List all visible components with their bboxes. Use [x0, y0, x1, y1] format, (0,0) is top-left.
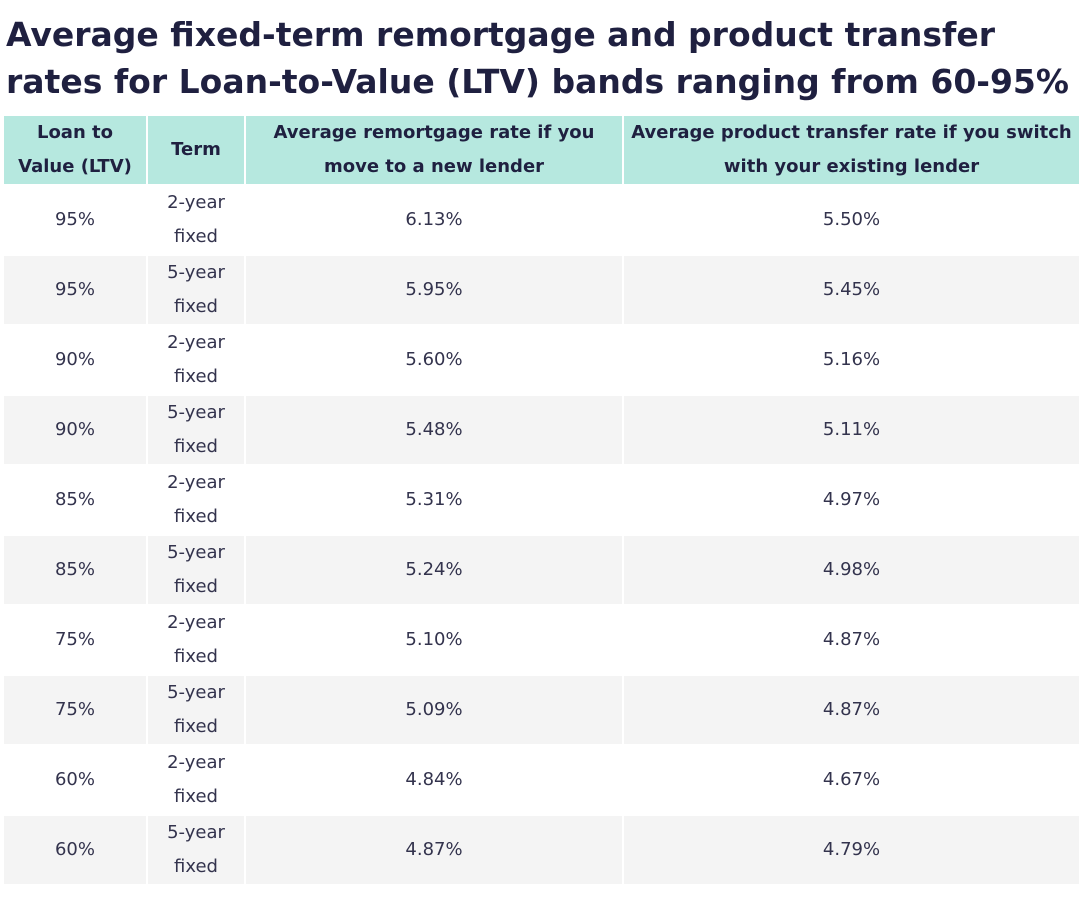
term-cell: 5-year fixed: [148, 816, 244, 884]
term-cell: 5-year fixed: [148, 396, 244, 464]
remortgage-rate-cell: 5.24%: [246, 536, 622, 604]
product-transfer-rate-cell: 4.87%: [624, 606, 1079, 674]
table-row: 85% 5-year fixed 5.24% 4.98%: [4, 536, 1079, 604]
remortgage-rate-cell: 5.31%: [246, 466, 622, 534]
term-type: fixed: [174, 226, 218, 247]
ltv-cell: 90%: [4, 326, 146, 394]
term-duration: 5-year: [167, 682, 225, 703]
table-row: 90% 2-year fixed 5.60% 5.16%: [4, 326, 1079, 394]
ltv-cell: 75%: [4, 676, 146, 744]
table-row: 95% 2-year fixed 6.13% 5.50%: [4, 186, 1079, 254]
term-duration: 5-year: [167, 262, 225, 283]
ltv-cell: 95%: [4, 256, 146, 324]
header-remortgage-rate: Average remortgage rate if you move to a…: [246, 116, 622, 184]
term-cell: 2-year fixed: [148, 466, 244, 534]
remortgage-rate-cell: 6.13%: [246, 186, 622, 254]
table-row: 95% 5-year fixed 5.95% 5.45%: [4, 256, 1079, 324]
term-duration: 5-year: [167, 822, 225, 843]
ltv-cell: 85%: [4, 536, 146, 604]
remortgage-rate-cell: 5.10%: [246, 606, 622, 674]
ltv-cell: 85%: [4, 466, 146, 534]
remortgage-rate-cell: 4.87%: [246, 816, 622, 884]
product-transfer-rate-cell: 4.79%: [624, 816, 1079, 884]
product-transfer-rate-cell: 4.87%: [624, 676, 1079, 744]
term-cell: 5-year fixed: [148, 676, 244, 744]
term-type: fixed: [174, 366, 218, 387]
table-row: 75% 5-year fixed 5.09% 4.87%: [4, 676, 1079, 744]
term-cell: 2-year fixed: [148, 606, 244, 674]
table-row: 90% 5-year fixed 5.48% 5.11%: [4, 396, 1079, 464]
term-type: fixed: [174, 436, 218, 457]
remortgage-rate-cell: 5.95%: [246, 256, 622, 324]
term-cell: 2-year fixed: [148, 186, 244, 254]
rates-table: Loan to Value (LTV) Term Average remortg…: [2, 114, 1080, 886]
product-transfer-rate-cell: 5.50%: [624, 186, 1079, 254]
term-type: fixed: [174, 576, 218, 597]
ltv-cell: 60%: [4, 746, 146, 814]
page-title: Average fixed-term remortgage and produc…: [6, 15, 1069, 101]
header-product-transfer-rate: Average product transfer rate if you swi…: [624, 116, 1079, 184]
header-term: Term: [148, 116, 244, 184]
remortgage-rate-cell: 5.60%: [246, 326, 622, 394]
product-transfer-rate-cell: 4.67%: [624, 746, 1079, 814]
term-duration: 2-year: [167, 332, 225, 353]
term-duration: 5-year: [167, 542, 225, 563]
term-duration: 2-year: [167, 472, 225, 493]
ltv-cell: 75%: [4, 606, 146, 674]
table-header-row: Loan to Value (LTV) Term Average remortg…: [4, 116, 1079, 184]
product-transfer-rate-cell: 4.97%: [624, 466, 1079, 534]
table-body: 95% 2-year fixed 6.13% 5.50% 95% 5-year fixed 5.…: [4, 186, 1079, 884]
ltv-cell: 90%: [4, 396, 146, 464]
table-row: 60% 5-year fixed 4.87% 4.79%: [4, 816, 1079, 884]
term-type: fixed: [174, 646, 218, 667]
term-cell: 2-year fixed: [148, 746, 244, 814]
table-row: 60% 2-year fixed 4.84% 4.67%: [4, 746, 1079, 814]
remortgage-rate-cell: 5.48%: [246, 396, 622, 464]
term-type: fixed: [174, 856, 218, 877]
term-cell: 5-year fixed: [148, 536, 244, 604]
product-transfer-rate-cell: 4.98%: [624, 536, 1079, 604]
product-transfer-rate-cell: 5.45%: [624, 256, 1079, 324]
term-type: fixed: [174, 296, 218, 317]
term-type: fixed: [174, 786, 218, 807]
ltv-cell: 95%: [4, 186, 146, 254]
ltv-cell: 60%: [4, 816, 146, 884]
table-row: 85% 2-year fixed 5.31% 4.97%: [4, 466, 1079, 534]
product-transfer-rate-cell: 5.11%: [624, 396, 1079, 464]
product-transfer-rate-cell: 5.16%: [624, 326, 1079, 394]
remortgage-rate-cell: 4.84%: [246, 746, 622, 814]
term-duration: 2-year: [167, 612, 225, 633]
term-duration: 5-year: [167, 402, 225, 423]
term-type: fixed: [174, 506, 218, 527]
term-cell: 2-year fixed: [148, 326, 244, 394]
remortgage-rate-cell: 5.09%: [246, 676, 622, 744]
table-row: 75% 2-year fixed 5.10% 4.87%: [4, 606, 1079, 674]
term-type: fixed: [174, 716, 218, 737]
header-ltv: Loan to Value (LTV): [4, 116, 146, 184]
term-cell: 5-year fixed: [148, 256, 244, 324]
term-duration: 2-year: [167, 752, 225, 773]
term-duration: 2-year: [167, 192, 225, 213]
